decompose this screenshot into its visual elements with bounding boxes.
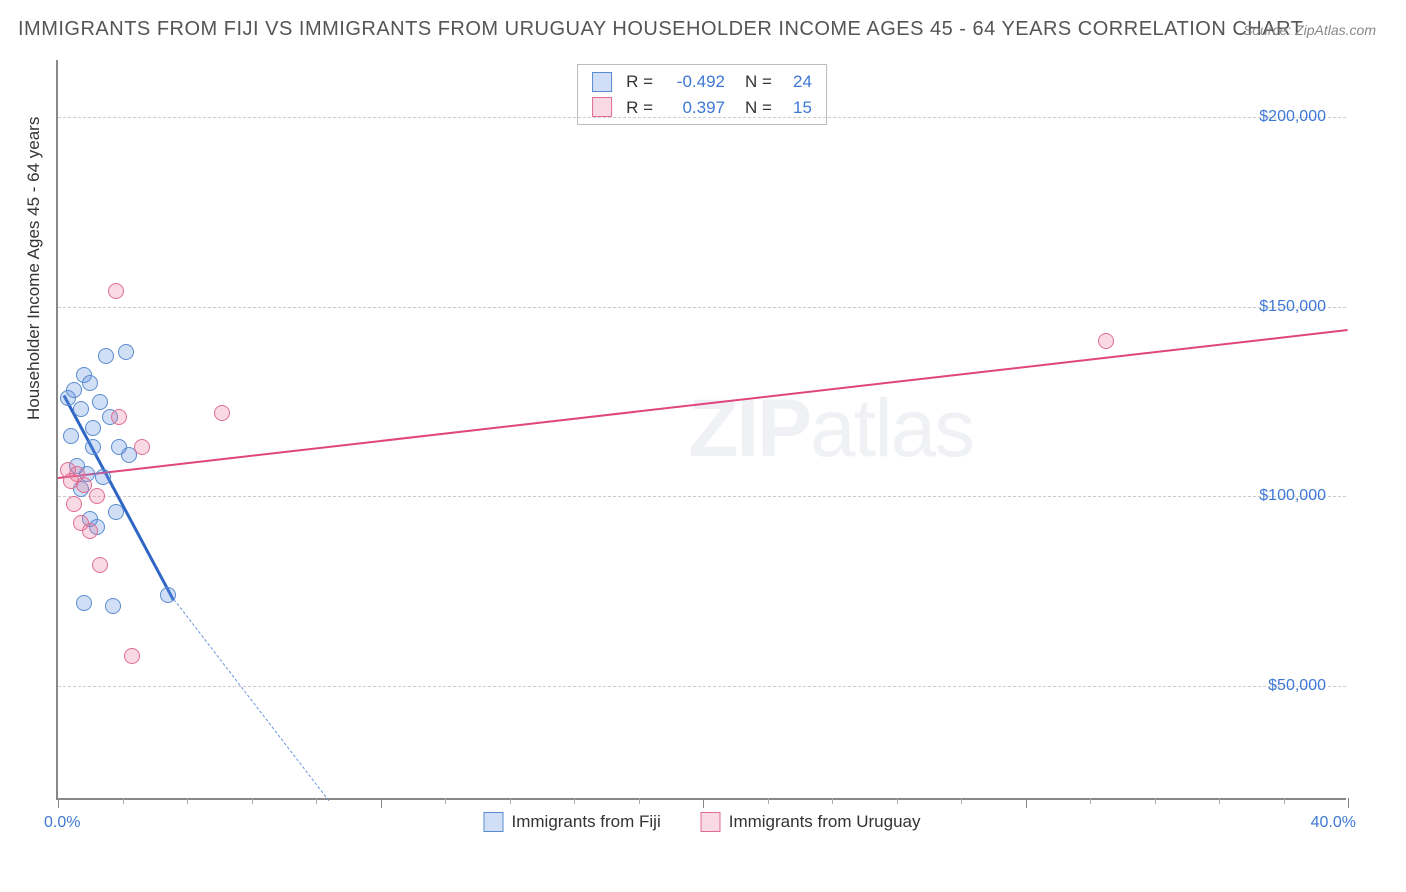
n-label: N = (745, 69, 772, 95)
x-tick-minor (768, 798, 769, 804)
r-label: R = (626, 69, 653, 95)
y-tick-label: $200,000 (1259, 108, 1326, 126)
x-tick-minor (510, 798, 511, 804)
data-point-fiji (95, 469, 111, 485)
stats-legend-box: R =-0.492N =24R =0.397N =15 (577, 64, 827, 125)
x-tick-minor (1219, 798, 1220, 804)
data-point-uruguay (82, 523, 98, 539)
data-point-uruguay (134, 439, 150, 455)
stats-row: R = -0.492 N = 24 (592, 69, 812, 95)
legend-label: Immigrants from Uruguay (729, 812, 921, 832)
x-tick-minor (316, 798, 317, 804)
series-legend: Immigrants from Fiji Immigrants from Urug… (483, 812, 920, 832)
data-point-fiji (63, 428, 79, 444)
x-tick-major (381, 798, 382, 808)
data-point-fiji (98, 348, 114, 364)
data-point-fiji (66, 382, 82, 398)
data-point-fiji (76, 595, 92, 611)
data-point-fiji (85, 420, 101, 436)
y-tick-label: $100,000 (1259, 487, 1326, 505)
data-point-fiji (105, 598, 121, 614)
data-point-fiji (82, 375, 98, 391)
r-value: -0.492 (663, 69, 725, 95)
x-tick-minor (832, 798, 833, 804)
x-axis-min-label: 0.0% (44, 814, 80, 832)
x-tick-minor (961, 798, 962, 804)
chart-title: IMMIGRANTS FROM FIJI VS IMMIGRANTS FROM … (18, 18, 1303, 41)
x-tick-major (703, 798, 704, 808)
source-attribution: Source: ZipAtlas.com (1243, 22, 1376, 38)
x-tick-minor (639, 798, 640, 804)
regression-line (58, 329, 1348, 479)
data-point-fiji (108, 504, 124, 520)
legend-label: Immigrants from Fiji (511, 812, 660, 832)
x-tick-minor (123, 798, 124, 804)
plot-area: ZIPatlas R =-0.492N =24R =0.397N =15 Imm… (56, 60, 1346, 800)
watermark: ZIPatlas (688, 382, 973, 476)
legend-swatch (592, 72, 612, 92)
data-point-fiji (160, 587, 176, 603)
data-point-fiji (118, 344, 134, 360)
gridline (58, 117, 1346, 118)
gridline (58, 307, 1346, 308)
x-tick-minor (1284, 798, 1285, 804)
regression-line (174, 599, 330, 801)
data-point-uruguay (89, 488, 105, 504)
y-tick-label: $50,000 (1268, 677, 1326, 695)
legend-swatch (701, 812, 721, 832)
x-tick-minor (1090, 798, 1091, 804)
x-axis-max-label: 40.0% (1311, 814, 1356, 832)
x-tick-major (58, 798, 59, 808)
gridline (58, 686, 1346, 687)
x-tick-minor (187, 798, 188, 804)
x-tick-minor (1155, 798, 1156, 804)
n-value: 24 (782, 69, 812, 95)
data-point-uruguay (214, 405, 230, 421)
data-point-fiji (85, 439, 101, 455)
data-point-fiji (92, 394, 108, 410)
data-point-fiji (73, 401, 89, 417)
x-tick-minor (252, 798, 253, 804)
x-tick-major (1348, 798, 1349, 808)
legend-swatch (483, 812, 503, 832)
x-tick-minor (445, 798, 446, 804)
x-tick-major (1026, 798, 1027, 808)
data-point-uruguay (92, 557, 108, 573)
y-tick-label: $150,000 (1259, 298, 1326, 316)
data-point-uruguay (108, 283, 124, 299)
gridline (58, 496, 1346, 497)
x-tick-minor (574, 798, 575, 804)
x-tick-minor (897, 798, 898, 804)
data-point-uruguay (111, 409, 127, 425)
legend-swatch (592, 97, 612, 117)
legend-item: Immigrants from Uruguay (701, 812, 921, 832)
watermark-rest: atlas (810, 383, 973, 474)
data-point-uruguay (1098, 333, 1114, 349)
y-axis-title: Householder Income Ages 45 - 64 years (24, 117, 44, 420)
data-point-uruguay (66, 496, 82, 512)
legend-item: Immigrants from Fiji (483, 812, 660, 832)
data-point-uruguay (124, 648, 140, 664)
